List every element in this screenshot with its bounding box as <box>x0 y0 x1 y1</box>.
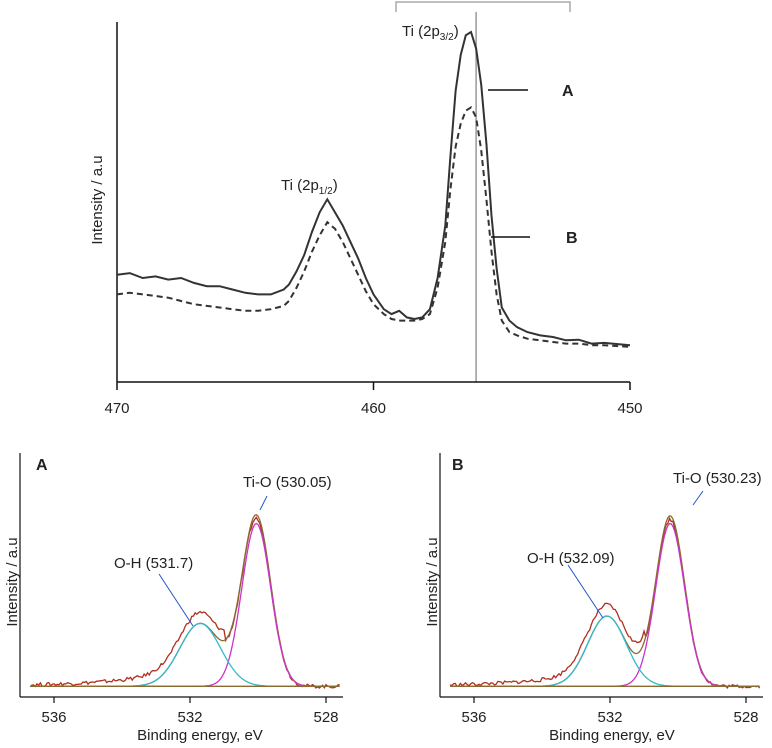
y-axis-label: Intensity / a.u <box>4 537 21 626</box>
x-tick-label: 532 <box>597 709 622 726</box>
series-a-line <box>116 30 631 347</box>
x-tick-label: 536 <box>41 709 66 726</box>
x-tick-label: 528 <box>733 709 758 726</box>
oh-peak-label: O-H (532.09) <box>527 550 615 567</box>
o1s-chart-b: B Intensity / a.u Binding energy, eV 536… <box>424 453 763 744</box>
ti-2p-chart: Intensity / a.u 470 460 450 Ti (2p3/2) Ti … <box>89 1 643 417</box>
x-axis-label: Binding energy, eV <box>137 727 263 744</box>
series-fit-envelope-line <box>30 513 340 687</box>
series-measured-line <box>449 516 761 689</box>
oh-leader-line <box>158 573 194 627</box>
series-measured-line <box>29 516 340 689</box>
x-tick-label: 460 <box>361 400 386 417</box>
tio-leader-line <box>692 490 704 506</box>
series-o-h-component-line <box>30 622 340 687</box>
y-axis-label: Intensity / a.u <box>89 155 106 244</box>
series-o-h-component-line <box>450 615 760 687</box>
oh-peak-label: O-H (531.7) <box>114 555 193 572</box>
peak-label-ti-2p3-2: Ti (2p3/2) <box>402 23 459 43</box>
series-fit-envelope-line <box>450 515 760 687</box>
tio-peak-label: Ti-O (530.05) <box>243 474 332 491</box>
x-tick-label: 532 <box>177 709 202 726</box>
series-ti-o-component-line <box>450 523 760 687</box>
x-axis-label: Binding energy, eV <box>549 727 675 744</box>
panel-label-b: B <box>452 457 464 474</box>
panel-label-a: A <box>36 457 48 474</box>
series-b-line <box>116 105 631 348</box>
oh-leader-line <box>567 564 604 619</box>
tio-leader-line <box>259 495 268 511</box>
tio-peak-label: Ti-O (530.23) <box>673 470 762 487</box>
peak-label-ti-2p1-2: Ti (2p1/2) <box>281 177 338 197</box>
curve-label-b: B <box>566 230 578 247</box>
curve-label-a: A <box>562 83 574 100</box>
x-tick-label: 450 <box>617 400 642 417</box>
x-tick-label: 470 <box>104 400 129 417</box>
series-ti-o-component-line <box>30 522 340 687</box>
y-axis-label: Intensity / a.u <box>424 537 441 626</box>
x-tick-label: 536 <box>461 709 486 726</box>
x-tick-label: 528 <box>313 709 338 726</box>
top-bracket <box>395 1 571 12</box>
o1s-chart-a: A Intensity / a.u Binding energy, eV 536… <box>4 453 343 744</box>
